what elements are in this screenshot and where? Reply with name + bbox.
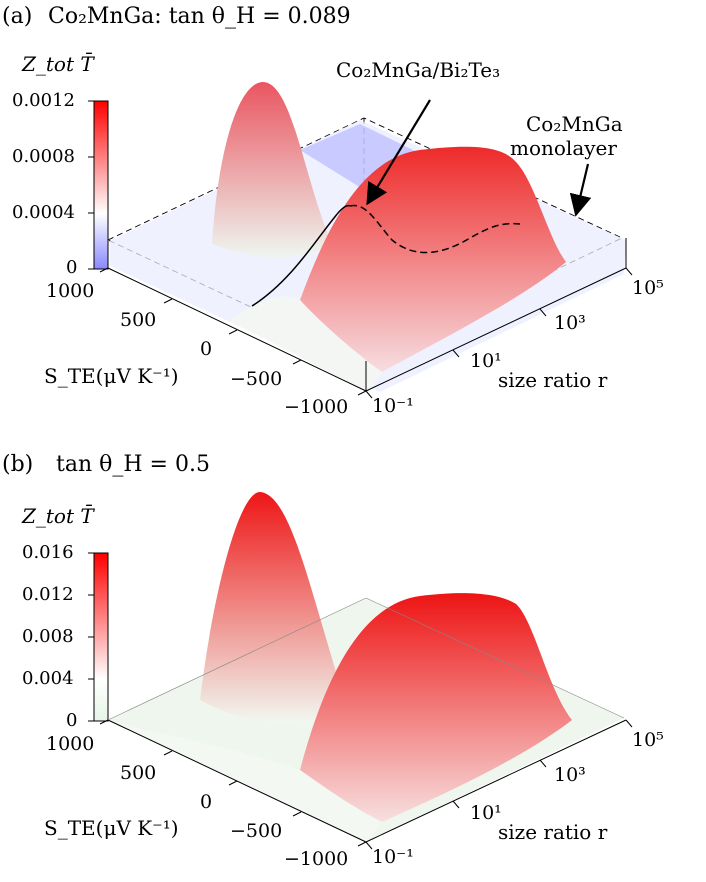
panel-a bbox=[88, 81, 633, 399]
s-tick-label: −1000 bbox=[284, 396, 349, 418]
arrow-a-bi2te3 bbox=[366, 99, 431, 206]
surface-a-ridge-1 bbox=[212, 81, 332, 258]
s-tick-label: −1000 bbox=[284, 848, 349, 870]
colorbar-b-ticks bbox=[88, 552, 94, 722]
colorbar-a-ticks bbox=[88, 100, 94, 270]
s-axis-label: S_TE(μV K⁻¹) bbox=[44, 364, 179, 388]
r-tick-label: 10³ bbox=[554, 312, 586, 334]
s-tick-label: 500 bbox=[120, 762, 157, 784]
colorbar-a-title: Z_tot T̄ bbox=[22, 52, 94, 76]
surface-b-front bbox=[112, 722, 382, 842]
annotation-bi2te3: Co₂MnGa/Bi₂Te₃ bbox=[336, 58, 501, 82]
panel-b bbox=[88, 492, 633, 850]
r-axis-label: size ratio r bbox=[498, 368, 608, 392]
r-tick-label: 10⁻¹ bbox=[372, 846, 414, 868]
annotation-monolayer-2: monolayer bbox=[510, 136, 617, 160]
panel-b-label: (b) bbox=[2, 452, 34, 477]
r-axis-label: size ratio r bbox=[498, 820, 608, 844]
curve-a-monolayer bbox=[349, 204, 521, 254]
panel-b-s-ticks bbox=[99, 719, 367, 847]
colorbar-a-tick-label: 0 bbox=[66, 257, 78, 278]
s-tick-label: 1000 bbox=[46, 280, 95, 302]
s-tick-label: −500 bbox=[230, 368, 283, 390]
panel-a-label: (a) bbox=[2, 4, 33, 29]
colorbar-b-tick-label: 0.012 bbox=[22, 584, 74, 605]
colorbar-b-tick-label: 0.016 bbox=[22, 542, 74, 563]
colorbar-a-tick-label: 0.0008 bbox=[12, 146, 75, 167]
annotation-monolayer-1: Co₂MnGa bbox=[526, 112, 623, 136]
s-tick-label: 0 bbox=[200, 791, 213, 813]
panel-a-axes bbox=[107, 238, 627, 392]
panel-a-r-ticks bbox=[365, 267, 633, 399]
arrow-a-monolayer bbox=[569, 163, 592, 217]
s-tick-label: 1000 bbox=[46, 733, 95, 755]
panel-a-s-ticks bbox=[99, 267, 367, 396]
r-tick-label: 10⁵ bbox=[632, 729, 664, 751]
surface-a-front bbox=[232, 296, 382, 392]
colorbar-a bbox=[93, 100, 109, 270]
curve-a-bi2te3 bbox=[251, 204, 351, 307]
panel-a-title: Co₂MnGa: tan θ_H = 0.089 bbox=[48, 4, 351, 29]
surface-b-ridge-1 bbox=[200, 492, 348, 723]
s-tick-label: 0 bbox=[200, 338, 213, 360]
colorbar-a-tick-label: 0.0012 bbox=[12, 90, 75, 111]
r-tick-label: 10¹ bbox=[470, 350, 502, 372]
colorbar-b bbox=[93, 552, 109, 722]
colorbar-b-tick-label: 0.008 bbox=[22, 626, 74, 647]
colorbar-a-tick-label: 0.0004 bbox=[12, 202, 75, 223]
surface-b-ridge-2 bbox=[300, 593, 572, 822]
s-tick-label: −500 bbox=[230, 820, 283, 842]
r-tick-label: 10¹ bbox=[470, 802, 502, 824]
colorbar-b-title: Z_tot T̄ bbox=[22, 504, 94, 528]
r-tick-label: 10³ bbox=[554, 764, 586, 786]
colorbar-b-tick-label: 0 bbox=[66, 710, 78, 731]
r-tick-label: 10⁻¹ bbox=[372, 395, 414, 417]
panel-b-title: tan θ_H = 0.5 bbox=[56, 452, 210, 477]
r-tick-label: 10⁵ bbox=[632, 277, 664, 299]
colorbar-b-tick-label: 0.004 bbox=[22, 668, 74, 689]
s-axis-label: S_TE(μV K⁻¹) bbox=[44, 816, 179, 840]
s-tick-label: 500 bbox=[120, 309, 157, 331]
panel-b-r-ticks bbox=[365, 719, 633, 850]
